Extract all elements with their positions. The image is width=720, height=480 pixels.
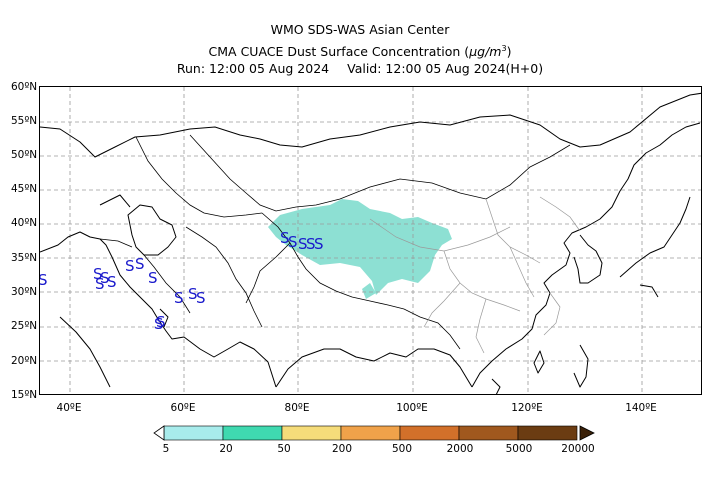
map-subtitle: CMA CUACE Dust Surface Concentration (μg… <box>0 41 720 59</box>
lat-label-45n: 45ºN <box>11 183 38 195</box>
dust-storm-marker: S <box>174 289 184 307</box>
colorbar-label-20: 20 <box>219 443 233 455</box>
lat-label-40n: 40ºN <box>11 217 38 229</box>
lon-label-60e: 60ºE <box>170 402 196 414</box>
colorbar-label-500: 500 <box>391 443 413 455</box>
lat-label-50n: 50ºN <box>11 149 38 161</box>
dust-storm-marker: S <box>154 315 164 333</box>
dust-storm-marker: S <box>93 265 103 283</box>
colorbar-label-200: 200 <box>331 443 353 455</box>
subtitle-text: CMA CUACE Dust Surface Concentration ( <box>208 44 470 60</box>
map-panel[interactable]: SSSSSSSSSSSSSSSSSS <box>39 86 702 395</box>
lat-label-35n: 35ºN <box>11 252 38 264</box>
subtitle-close: ) <box>506 44 512 60</box>
colorbar-cell <box>222 425 283 441</box>
dust-storm-marker: S <box>125 257 135 275</box>
dust-storm-marker: S <box>40 271 48 289</box>
lat-label-30n: 30ºN <box>11 286 38 298</box>
lon-label-120e: 120ºE <box>511 402 543 414</box>
dust-storm-marker: S <box>107 273 117 291</box>
lon-label-100e: 100ºE <box>396 402 428 414</box>
dust-storm-marker: S <box>280 229 290 247</box>
colorbar-label-50: 50 <box>277 443 291 455</box>
lon-label-140e: 140ºE <box>625 402 657 414</box>
colorbar-cell <box>458 425 519 441</box>
province-borders <box>369 196 581 354</box>
colorbar-cell <box>281 425 342 441</box>
lon-label-80e: 80ºE <box>284 402 310 414</box>
subtitle-unit-exponent: 3 <box>501 44 507 53</box>
colorbar-label-5000: 5000 <box>505 443 533 455</box>
run-valid-line: Run: 12:00 05 Aug 2024 Valid: 12:00 05 Au… <box>0 61 720 76</box>
colorbar-cell <box>517 425 578 441</box>
graticule <box>40 87 701 394</box>
lat-label-55n: 55ºN <box>11 115 38 127</box>
dust-storm-marker: S <box>288 233 298 251</box>
coastlines <box>40 92 701 394</box>
colorbar-cell <box>163 425 224 441</box>
dust-markers: SSSSSSSSSSSSSSSSSS <box>40 229 324 333</box>
colorbar-high-arrow <box>579 425 595 441</box>
lon-label-40e: 40ºE <box>56 402 82 414</box>
dust-storm-marker: S <box>298 235 308 253</box>
run-time: Run: 12:00 05 Aug 2024 <box>176 61 330 76</box>
map-title: WMO SDS-WAS Asian Center <box>270 22 450 37</box>
valid-time: Valid: 12:00 05 Aug 2024(H+0) <box>347 61 544 76</box>
country-borders <box>99 134 571 350</box>
dust-storm-marker: S <box>314 235 324 253</box>
dust-plume-patch <box>362 283 376 299</box>
dust-storm-marker: S <box>148 269 158 287</box>
dust-plume-area <box>268 199 452 295</box>
colorbar-low-arrow <box>153 425 165 441</box>
lat-label-15n: 15ºN <box>11 389 38 401</box>
dust-storm-marker: S <box>306 235 316 253</box>
colorbar-cell <box>340 425 401 441</box>
colorbar-label-20000: 20000 <box>561 443 595 455</box>
dust-storm-marker: S <box>156 313 166 331</box>
dust-storm-marker: S <box>196 289 206 307</box>
colorbar-cell <box>399 425 460 441</box>
colorbar-label-2000: 2000 <box>446 443 474 455</box>
dust-storm-marker: S <box>95 275 105 293</box>
map-canvas: SSSSSSSSSSSSSSSSSS <box>40 87 701 394</box>
subtitle-unit: μg/m <box>469 44 502 60</box>
lat-label-60n: 60ºN <box>11 81 38 93</box>
colorbar-label-5: 5 <box>162 443 170 455</box>
colorbar <box>153 425 595 441</box>
dust-storm-marker: S <box>135 255 145 273</box>
lat-label-20n: 20ºN <box>11 355 38 367</box>
dust-storm-marker: S <box>100 269 110 287</box>
dust-storm-marker: S <box>188 285 198 303</box>
lat-label-25n: 25ºN <box>11 320 38 332</box>
